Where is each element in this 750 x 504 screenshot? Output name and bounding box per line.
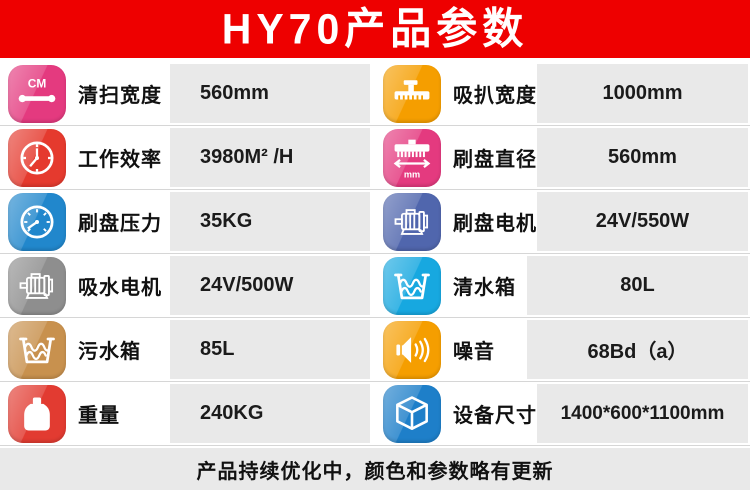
spec-label: 工作效率	[78, 149, 162, 171]
spec-cell-suction-motor: 吸水电机 24V/500W	[0, 254, 375, 317]
spec-row: CM 清扫宽度 560mm 吸扒宽度 1000mm	[0, 62, 750, 126]
spec-value: 1000mm	[537, 64, 748, 123]
work-efficiency-icon	[8, 128, 66, 187]
spec-label: 刷盘直径	[453, 149, 537, 171]
sweep-width-icon: CM	[8, 64, 66, 123]
spec-cell-brush-diameter: mm 刷盘直径 560mm	[375, 126, 750, 189]
footer-note-bar: 产品持续优化中，颜色和参数略有更新	[0, 448, 750, 490]
spec-label: 清水箱	[453, 277, 516, 299]
spec-value: 560mm	[537, 128, 748, 187]
spec-label: 刷盘压力	[78, 213, 162, 235]
weight-icon	[8, 384, 66, 443]
svg-text:mm: mm	[404, 169, 420, 179]
spec-row: 工作效率 3980M² /H mm 刷盘直径 560mm	[0, 126, 750, 190]
spec-label: 噪音	[453, 341, 495, 363]
spec-value: 24V/550W	[537, 192, 748, 251]
spec-cell-brush-pressure: 刷盘压力 35KG	[0, 190, 375, 253]
squeegee-width-icon	[383, 64, 441, 123]
spec-label: 清扫宽度	[78, 85, 162, 107]
spec-cell-brush-motor: 刷盘电机 24V/550W	[375, 190, 750, 253]
noise-icon	[383, 320, 441, 379]
brush-pressure-icon	[8, 192, 66, 251]
spec-value: 24V/500W	[170, 256, 370, 315]
svg-text:CM: CM	[28, 76, 47, 90]
spec-value: 3980M² /H	[170, 128, 370, 187]
spec-value: 1400*600*1100mm	[537, 384, 748, 443]
spec-cell-dirty-water-tank: 污水箱 85L	[0, 318, 375, 381]
spec-grid: CM 清扫宽度 560mm 吸扒宽度 1000mm 工作效率 3980M² /H	[0, 62, 750, 446]
dirty-water-tank-icon	[8, 320, 66, 379]
spec-row: 刷盘压力 35KG 刷盘电机 24V/550W	[0, 190, 750, 254]
clean-water-tank-icon	[383, 256, 441, 315]
spec-value: 35KG	[170, 192, 370, 251]
page-title: HY70产品参数	[221, 4, 529, 53]
spec-value: 560mm	[170, 64, 370, 123]
title-banner: HY70产品参数	[0, 0, 750, 58]
spec-value: 240KG	[170, 384, 370, 443]
brush-motor-icon	[383, 192, 441, 251]
spec-cell-dimensions: 设备尺寸 1400*600*1100mm	[375, 382, 750, 445]
spec-label: 重量	[78, 405, 120, 427]
spec-row: 污水箱 85L 噪音 68Bd（a）	[0, 318, 750, 382]
spec-value: 68Bd（a）	[527, 320, 748, 379]
spec-cell-sweep-width: CM 清扫宽度 560mm	[0, 62, 375, 125]
spec-cell-squeegee-width: 吸扒宽度 1000mm	[375, 62, 750, 125]
spec-cell-work-efficiency: 工作效率 3980M² /H	[0, 126, 375, 189]
suction-motor-icon	[8, 256, 66, 315]
spec-cell-clean-water-tank: 清水箱 80L	[375, 254, 750, 317]
spec-label: 吸扒宽度	[453, 85, 537, 107]
spec-value: 85L	[170, 320, 370, 379]
spec-row: 吸水电机 24V/500W 清水箱 80L	[0, 254, 750, 318]
brush-diameter-icon: mm	[383, 128, 441, 187]
spec-cell-noise: 噪音 68Bd（a）	[375, 318, 750, 381]
spec-label: 污水箱	[78, 341, 141, 363]
spec-cell-weight: 重量 240KG	[0, 382, 375, 445]
spec-label: 吸水电机	[78, 277, 162, 299]
spec-value: 80L	[527, 256, 748, 315]
spec-label: 设备尺寸	[453, 405, 537, 427]
spec-label: 刷盘电机	[453, 213, 537, 235]
footer-note-text: 产品持续优化中，颜色和参数略有更新	[196, 460, 554, 483]
dimensions-icon	[383, 384, 441, 443]
spec-row: 重量 240KG 设备尺寸 1400*600*1100mm	[0, 382, 750, 446]
